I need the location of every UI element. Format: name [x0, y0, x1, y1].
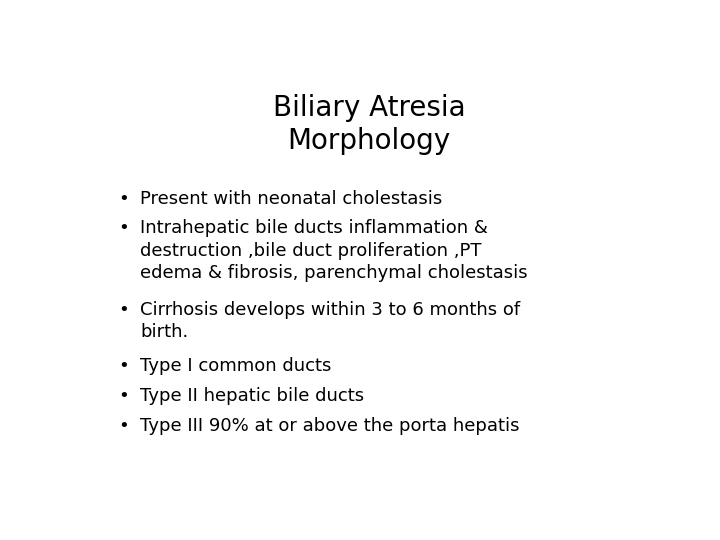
- Text: •: •: [118, 357, 129, 375]
- Text: Cirrhosis develops within 3 to 6 months of
birth.: Cirrhosis develops within 3 to 6 months …: [140, 301, 521, 341]
- Text: Intrahepatic bile ducts inflammation &
destruction ,bile duct proliferation ,PT
: Intrahepatic bile ducts inflammation & d…: [140, 219, 528, 282]
- Text: Type II hepatic bile ducts: Type II hepatic bile ducts: [140, 387, 364, 404]
- Text: •: •: [118, 219, 129, 238]
- Text: •: •: [118, 416, 129, 435]
- Text: •: •: [118, 301, 129, 319]
- Text: Type III 90% at or above the porta hepatis: Type III 90% at or above the porta hepat…: [140, 416, 520, 435]
- Text: •: •: [118, 190, 129, 207]
- Text: Biliary Atresia
Morphology: Biliary Atresia Morphology: [273, 94, 465, 156]
- Text: Type I common ducts: Type I common ducts: [140, 357, 332, 375]
- Text: Present with neonatal cholestasis: Present with neonatal cholestasis: [140, 190, 443, 207]
- Text: •: •: [118, 387, 129, 404]
